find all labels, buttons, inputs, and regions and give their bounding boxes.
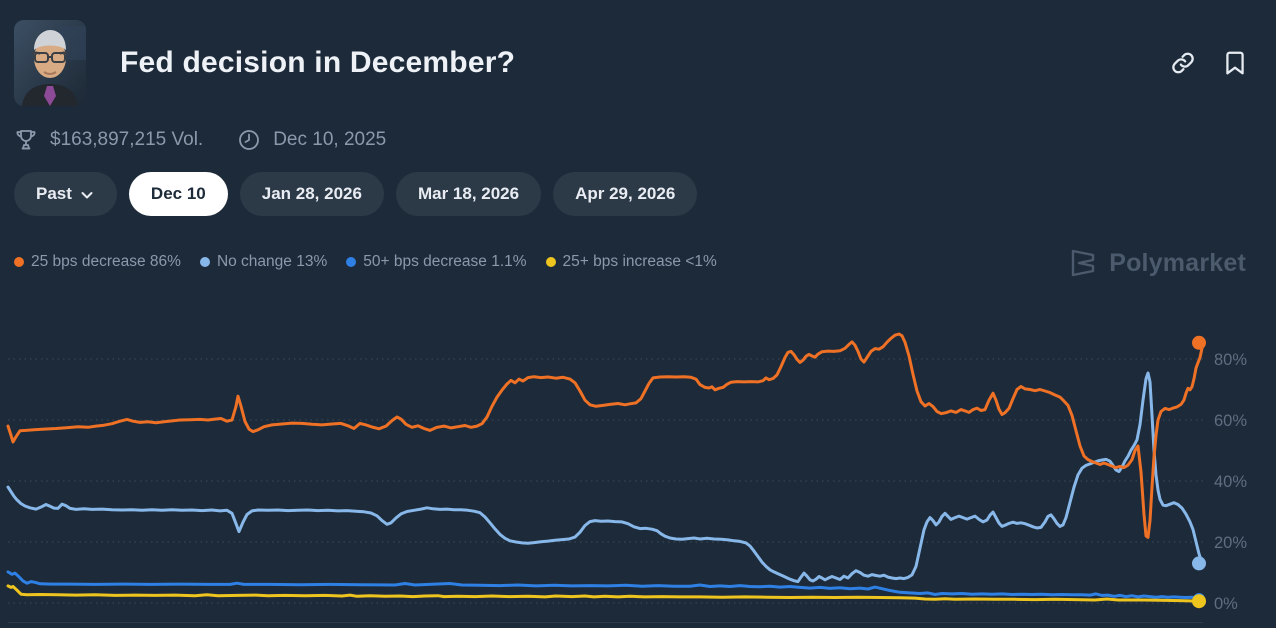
series-line-50-bps-decrease [6,570,1205,601]
market-meta: $163,897,215 Vol. Dec 10, 2025 [14,128,386,152]
polymarket-logo-icon [1072,249,1095,277]
end-date-label: Dec 10, 2025 [273,129,387,150]
market-avatar [14,20,86,106]
legend-item-25bps-decrease: 25 bps decrease 86% [14,253,181,271]
tab-apr-29-2026[interactable]: Apr 29, 2026 [553,172,698,216]
tab-mar-18-2026[interactable]: Mar 18, 2026 [395,172,542,216]
series-line-25-bps-decrease [6,332,1205,539]
page-title: Fed decision in December? [120,46,516,79]
legend-item-25bps-increase: 25+ bps increase <1% [545,253,717,271]
legend-item-50bps-decrease: 50+ bps decrease 1.1% [346,253,527,271]
series-line-no-change [6,371,1205,584]
series-end-dot-no-change [1192,556,1206,571]
polymarket-logo-text: Polymarket [1109,248,1246,277]
clock-icon [239,130,260,150]
series-end-dot-25-bps-decrease [1192,335,1206,350]
legend-label: 25+ bps increase <1% [562,253,717,270]
trophy-icon [16,130,36,150]
series-end-dot-25-bps-increase [1192,594,1206,609]
tab-jan-28-2026[interactable]: Jan 28, 2026 [239,172,384,216]
legend-label: No change 13% [216,253,328,270]
y-axis-label-80%: 80% [1214,351,1247,369]
powell-portrait-illustration [14,20,86,106]
y-axis-label-0%: 0% [1214,595,1238,613]
legend-dot-orange [14,257,24,267]
tab-past-dropdown[interactable]: Past [14,172,117,216]
polymarket-watermark: Polymarket [1066,246,1246,280]
legend-dot-lightblue [199,257,210,267]
header-actions [1170,50,1248,76]
market-tabs: Past Dec 10 Jan 28, 2026 Mar 18, 2026 Ap… [14,172,698,216]
y-axis-label-20%: 20% [1214,534,1247,552]
legend-dot-yellow [545,257,556,267]
tab-dec-10[interactable]: Dec 10 [128,172,228,216]
legend-dot-blue [346,257,357,267]
copy-link-icon[interactable] [1170,50,1196,76]
volume-label: $163,897,215 Vol. [50,129,204,150]
legend-item-no-change: No change 13% [199,253,328,271]
legend-label: 25 bps decrease 86% [31,253,181,270]
y-axis-label-40%: 40% [1214,473,1247,491]
y-axis-label-60%: 60% [1214,412,1247,430]
chevron-down-icon [81,192,93,199]
bookmark-icon[interactable] [1222,50,1248,76]
chart-legend: 25 bps decrease 86% No change 13% 50+ bp… [14,253,717,271]
series-line-25-bps-increase [6,584,1205,603]
tab-past-label: Past [36,184,72,203]
legend-label: 50+ bps decrease 1.1% [363,253,527,270]
